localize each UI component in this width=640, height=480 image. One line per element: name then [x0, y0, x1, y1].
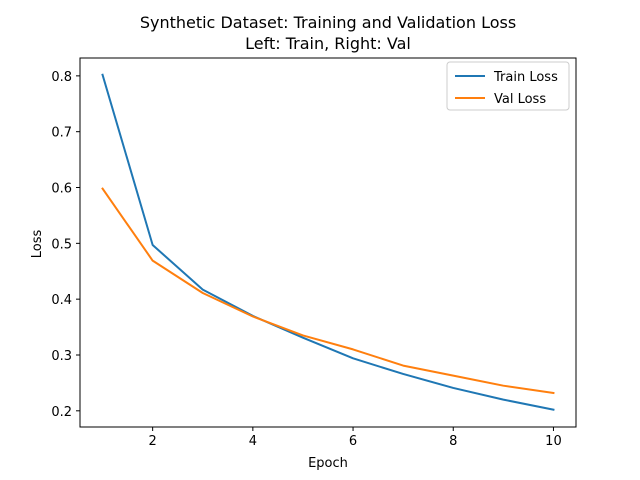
legend: Train Loss Val Loss [446, 61, 570, 111]
y-tick-label: 0.2 [51, 405, 72, 420]
y-axis-label: Loss [30, 230, 45, 259]
legend-label-val-loss: Val Loss [494, 92, 546, 107]
y-tick-label: 0.4 [51, 293, 72, 308]
x-axis-label: Epoch [308, 456, 348, 471]
y-tick-label: 0.6 [51, 182, 72, 197]
y-tick-label: 0.5 [51, 237, 72, 252]
axes-frame [79, 57, 577, 428]
chart-subtitle: Left: Train, Right: Val [245, 34, 411, 53]
y-tick-label: 0.3 [51, 349, 72, 364]
series-line-val-loss [101, 187, 555, 395]
x-tick-label: 2 [149, 434, 157, 449]
y-tick-label: 0.8 [51, 70, 72, 85]
series-line-train-loss [101, 73, 555, 411]
x-tick-label: 8 [449, 434, 457, 449]
x-tick-label: 10 [545, 434, 562, 449]
x-tick-label: 4 [249, 434, 257, 449]
x-tick-label: 6 [349, 434, 357, 449]
chart-title: Synthetic Dataset: Training and Validati… [140, 13, 516, 32]
plot-area: 2 4 6 8 10 0.2 0.3 0.4 0.5 0.6 0.7 0.8 [51, 57, 577, 449]
legend-label-train-loss: Train Loss [493, 70, 558, 85]
y-tick-label: 0.7 [51, 126, 72, 141]
